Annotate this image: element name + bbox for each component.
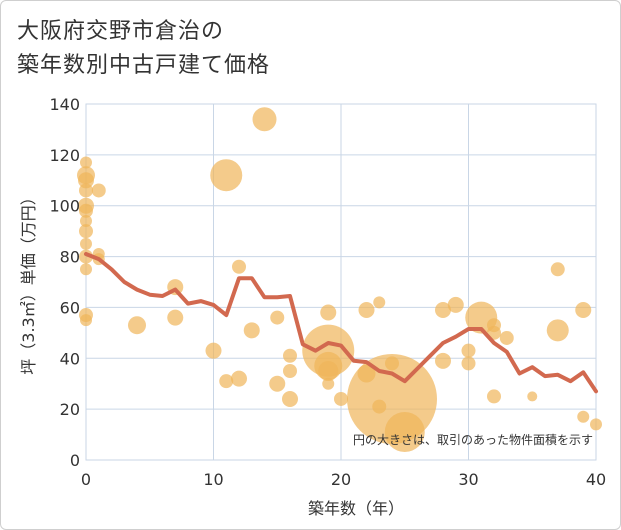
bubble-point (435, 352, 451, 369)
bubble-point (435, 301, 451, 318)
bubble-point (334, 391, 348, 406)
bubble-point (282, 390, 298, 407)
x-axis-label: 築年数（年） (308, 499, 404, 518)
x-tick-label: 10 (203, 470, 223, 489)
bubble-point (358, 301, 375, 318)
bubble-point (80, 237, 92, 250)
bubble-point (283, 364, 297, 378)
bubble-point (80, 263, 92, 276)
bubble-point (243, 322, 260, 339)
bubble-point (384, 412, 425, 453)
bubble-point (91, 183, 106, 198)
chart-title-line1: 大阪府交野市倉治の (17, 19, 225, 44)
tick-labels: 0 20 40 60 80 100 120 140 0 10 20 30 40 (49, 95, 606, 489)
bubble-point (128, 316, 146, 335)
bubble-point (487, 389, 501, 404)
size-note: 円の大きさは、取引のあった物件面積を示す (353, 432, 593, 447)
x-tick-label: 0 (81, 470, 91, 489)
bubble-point (577, 410, 590, 423)
y-tick-label: 20 (60, 400, 80, 419)
x-tick-label: 30 (458, 470, 478, 489)
y-tick-label: 0 (70, 451, 80, 470)
bubble-point (252, 107, 277, 132)
y-tick-label: 140 (49, 95, 80, 114)
chart-title: 大阪府交野市倉治の 築年数別中古戸建て価格 (17, 15, 577, 83)
bubble-point (79, 183, 93, 198)
x-tick-label: 20 (331, 470, 351, 489)
bubble-point (205, 342, 222, 359)
bubble-point (270, 310, 285, 325)
bubble-point (79, 249, 93, 264)
bubble-point (219, 374, 234, 389)
bubble-point (210, 159, 243, 192)
bubble-point (80, 314, 92, 327)
bubble-point (79, 224, 93, 239)
x-tick-label: 40 (586, 470, 606, 489)
y-tick-label: 40 (60, 349, 80, 368)
chart-title-line2: 築年数別中古戸建て価格 (17, 53, 271, 78)
bubble-point (499, 330, 514, 345)
bubble-point (283, 348, 297, 363)
bubble-point (318, 361, 339, 381)
bubbles-layer (77, 107, 602, 453)
bubble-point (231, 370, 247, 387)
bubble-point (232, 259, 246, 274)
y-axis-label: 坪（3.3㎡）単価（万円） (19, 189, 38, 374)
y-tick-label: 60 (60, 298, 80, 317)
y-tick-label: 120 (49, 146, 80, 165)
bubble-point (80, 214, 92, 227)
bubble-point (550, 262, 565, 277)
bubble-point (575, 301, 592, 318)
bubble-point (373, 296, 386, 309)
bubble-point (385, 356, 399, 371)
bubble-point (322, 377, 335, 390)
bubble-point (461, 343, 476, 358)
y-tick-label: 100 (49, 197, 80, 216)
bubble-point (527, 391, 538, 402)
grid-lines (85, 103, 597, 461)
average-price-line (84, 252, 598, 394)
bubble-point (447, 296, 464, 313)
bubble-point (546, 319, 569, 342)
bubble-point (461, 356, 476, 371)
bubble-point (79, 203, 93, 218)
y-tick-label: 80 (60, 248, 80, 267)
bubble-point (78, 172, 94, 189)
bubble-point (320, 304, 337, 321)
bubble-point (590, 418, 602, 431)
bubble-point (269, 375, 286, 392)
bubble-point (167, 309, 184, 326)
bubble-point (80, 156, 92, 169)
